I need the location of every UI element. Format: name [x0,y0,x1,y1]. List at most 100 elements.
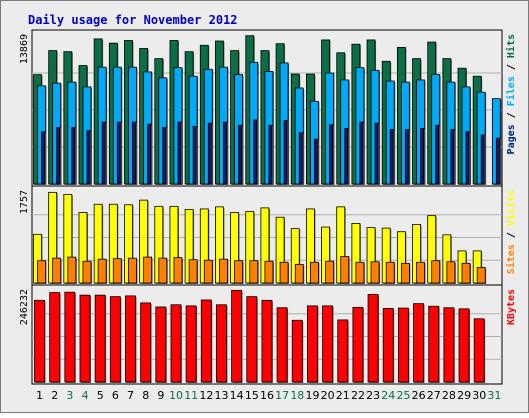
day-axis-labels: 1 2 3 4 5 6 7 8 9 10 11 12 13 14 15 16 17 18 19 20 21 22 23 24 2… [36,389,501,402]
bar-kbytes-day-4 [79,294,91,383]
bar-kbytes-day-23 [367,294,379,383]
legend-separator: / [506,106,517,124]
day-label-26: 26 [412,389,426,402]
bar-pages-day-21 [344,128,349,185]
bar-kbytes-day-8 [140,302,152,383]
legend-pages: Pages [506,124,517,154]
bar-kbytes-day-3 [64,291,76,383]
day-label-7: 7 [127,389,134,402]
bar-pages-day-20 [329,124,333,185]
bar-sites-day-21 [340,256,350,284]
legend-sites: Sites [505,244,517,274]
bar-pages-day-6 [116,121,121,185]
legend-kbytes: KBytes [506,289,517,325]
bar-kbytes-day-16 [261,299,273,383]
bar-pages-day-11 [192,125,197,185]
series-visits [33,191,483,284]
bar-sites-day-5 [97,258,107,284]
bar-sites-day-28 [446,261,456,284]
day-label-1: 1 [36,389,43,402]
bar-kbytes-day-27 [428,305,440,383]
bar-pages-day-19 [314,138,318,185]
bar-pages-day-29 [465,131,470,185]
bar-kbytes-day-18 [291,319,303,383]
bar-kbytes-day-22 [352,306,364,383]
bar-kbytes-day-26 [413,303,424,383]
series-pages [41,119,501,185]
panel-legend: Pages / Files / Hits [505,34,517,154]
day-label-23: 23 [366,389,380,402]
bar-sites-day-4 [82,260,92,284]
day-label-2: 2 [51,389,58,402]
bar-kbytes-day-29 [458,308,470,383]
day-label-30: 30 [472,389,486,402]
bar-sites-day-6 [112,258,122,284]
bar-kbytes-day-2 [49,292,61,383]
bar-sites-day-7 [128,257,137,284]
bar-sites-day-23 [370,261,380,284]
day-label-6: 6 [112,389,119,402]
bar-sites-day-30 [476,267,486,284]
bar-sites-day-27 [431,260,441,284]
bar-kbytes-day-11 [185,305,197,383]
bar-pages-day-30 [480,134,485,185]
bar-pages-day-15 [253,119,258,185]
bar-sites-day-19 [310,261,319,284]
bar-kbytes-day-13 [216,304,227,383]
bar-pages-day-31 [495,137,500,185]
panel-legend: KBytes [506,289,517,325]
day-label-29: 29 [457,389,471,402]
bar-pages-day-22 [359,121,364,185]
bar-pages-day-13 [223,121,227,185]
day-label-20: 20 [321,389,335,402]
bar-kbytes-day-12 [200,299,212,383]
series-sites [37,256,487,284]
bar-sites-day-8 [143,256,153,284]
bar-sites-day-16 [264,260,274,284]
max-label: 246232 [19,289,30,325]
bar-sites-day-20 [325,260,334,284]
day-label-31: 31 [487,389,501,402]
day-label-22: 22 [351,389,365,402]
bar-sites-day-3 [67,256,77,284]
bar-sites-day-24 [385,261,395,284]
bar-pages-day-8 [147,123,152,185]
bar-sites-day-26 [416,261,425,284]
day-label-28: 28 [442,389,456,402]
bar-kbytes-day-17 [276,307,288,383]
day-label-27: 27 [427,389,441,402]
bar-kbytes-day-10 [170,304,182,383]
bar-pages-day-10 [177,121,182,185]
legend-separator: / [506,226,517,244]
bar-sites-day-1 [37,260,46,284]
bar-pages-day-23 [374,122,379,185]
bar-kbytes-day-28 [443,307,455,383]
bar-kbytes-day-30 [473,318,485,383]
bar-pages-day-25 [404,129,409,185]
bar-kbytes-day-19 [307,305,318,383]
bar-kbytes-day-6 [109,296,121,383]
legend-files: Files [505,76,517,106]
bar-pages-day-4 [86,130,91,185]
bar-pages-day-12 [207,122,212,185]
bar-pages-day-1 [41,131,45,185]
day-label-5: 5 [97,389,104,402]
bar-pages-day-9 [162,127,167,185]
bar-sites-day-22 [355,261,365,284]
bar-sites-day-29 [461,262,471,284]
chart-panels: 13869 Pages / Files / Hits 1757 Sites / Vis… [19,29,517,385]
bar-kbytes-day-5 [94,294,106,383]
day-label-11: 11 [184,389,198,402]
day-label-4: 4 [82,389,89,402]
bar-kbytes-day-7 [125,295,136,383]
bar-pages-day-24 [389,129,394,185]
bar-kbytes-day-20 [322,305,333,383]
bar-pages-day-3 [71,127,76,185]
bar-pages-day-7 [132,121,136,185]
series-kbytes [34,289,486,383]
bar-sites-day-10 [173,257,183,284]
day-label-25: 25 [396,389,410,402]
max-label: 13869 [19,34,30,64]
